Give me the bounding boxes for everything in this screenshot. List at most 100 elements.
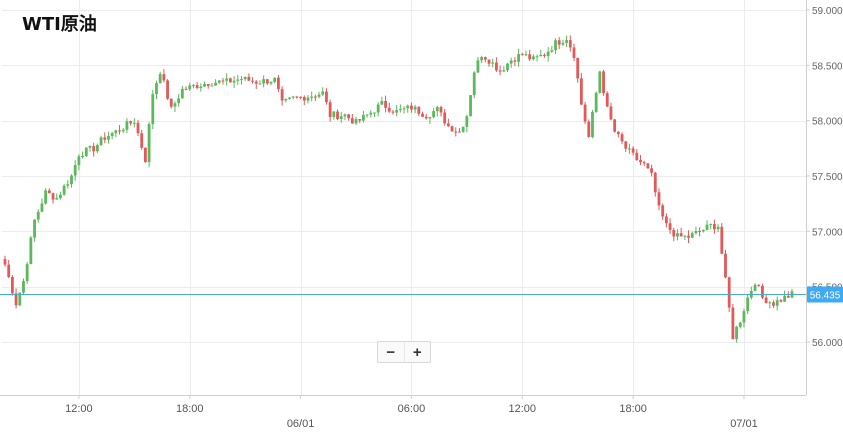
candle (84, 147, 88, 158)
candle-body (22, 281, 25, 293)
candle-body (254, 81, 258, 84)
candle (265, 79, 269, 85)
candle-body (25, 264, 29, 282)
candle (384, 95, 387, 113)
candle (491, 58, 495, 68)
candle (192, 83, 195, 89)
candle (509, 57, 513, 68)
candle (140, 129, 144, 150)
candle (753, 283, 757, 292)
candle (232, 76, 236, 88)
candle-body (546, 51, 550, 57)
candle (742, 308, 746, 328)
candle-body (203, 83, 206, 87)
candle (738, 321, 742, 329)
candle (132, 118, 136, 128)
candle-body (373, 112, 376, 114)
candle (14, 288, 18, 309)
candle (642, 160, 646, 167)
candle (77, 154, 81, 171)
candle (679, 227, 683, 237)
candle-body (565, 40, 569, 43)
candle (594, 91, 598, 113)
candle (310, 91, 314, 102)
candle-body (628, 148, 631, 150)
candle (395, 105, 399, 117)
candle-body (731, 307, 735, 340)
candle-body (3, 259, 7, 265)
candle-body (417, 106, 421, 114)
candle (365, 114, 369, 118)
candle-body (33, 219, 36, 238)
candle (254, 79, 258, 90)
candle-body (277, 77, 280, 90)
candle-body (236, 79, 240, 81)
candle (350, 113, 354, 124)
zoom-in-button[interactable]: + (403, 342, 431, 362)
candle-body (210, 85, 214, 87)
candle (646, 162, 650, 169)
candle-body (88, 146, 92, 148)
candle-body (44, 190, 48, 204)
candle (639, 155, 642, 166)
candle-body (376, 104, 380, 113)
candle-body (661, 205, 665, 217)
candle (195, 82, 199, 90)
candle-body (328, 102, 332, 117)
candle-body (114, 130, 118, 134)
candle (709, 223, 713, 230)
candle-body (410, 105, 413, 110)
candle-body (679, 233, 683, 237)
candle-body (173, 103, 177, 107)
candle-body (51, 193, 55, 200)
candle-body (291, 96, 295, 98)
candle (29, 235, 33, 265)
candle-body (646, 163, 650, 169)
candle (354, 116, 358, 126)
candle (373, 112, 376, 117)
candle (783, 290, 787, 303)
candle (724, 249, 727, 279)
candle (387, 102, 391, 113)
candle (280, 86, 284, 106)
candle-body (446, 123, 450, 127)
candle-body (764, 297, 768, 304)
candle (476, 56, 480, 74)
candle (214, 79, 218, 86)
candle (107, 131, 110, 144)
candle-body (594, 92, 598, 112)
candle (166, 79, 169, 101)
candle (203, 81, 206, 88)
candle (180, 85, 184, 99)
candle-body (620, 134, 624, 142)
candle (162, 69, 166, 83)
candle-body (118, 130, 121, 132)
candle (701, 229, 705, 233)
candle-body (107, 136, 110, 140)
candle (273, 77, 277, 84)
zoom-out-button[interactable]: − (386, 343, 396, 361)
candle-body (225, 78, 229, 81)
candle-body (631, 148, 635, 153)
candle (184, 86, 188, 91)
candle-body (550, 50, 554, 52)
candle (369, 110, 373, 118)
candle-body (664, 216, 668, 224)
candle-body (177, 98, 181, 104)
x-date-label: 07/01 (730, 418, 758, 430)
x-date-label: 06/01 (287, 418, 315, 430)
candle (583, 101, 587, 125)
candle (262, 75, 266, 88)
candle (277, 74, 280, 93)
candle (520, 52, 524, 56)
candle (557, 37, 561, 50)
candle-body (395, 110, 399, 113)
candle-body (639, 160, 642, 163)
candle (376, 102, 380, 117)
candle-body (772, 302, 775, 306)
candle-body (369, 112, 373, 115)
candle-body (469, 95, 472, 117)
candle (613, 119, 617, 133)
candle (421, 111, 424, 118)
